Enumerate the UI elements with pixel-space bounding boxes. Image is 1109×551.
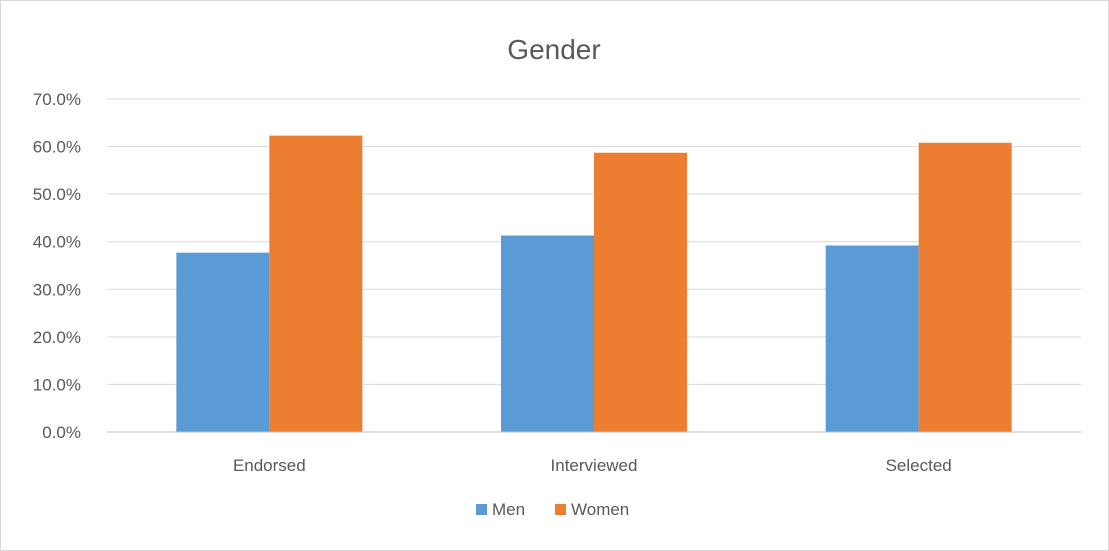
bar-women-interviewed <box>594 152 687 432</box>
bar-women-endorsed <box>269 135 363 432</box>
y-tick-label: 10.0% <box>33 375 81 394</box>
legend-label-women: Women <box>571 500 629 519</box>
bar-women-selected <box>918 142 1012 432</box>
legend-swatch-women <box>555 504 566 515</box>
y-axis-tick-labels: 0.0% 10.0% 20.0% 30.0% 40.0% 50.0% 60.0% 70.0% <box>33 90 81 442</box>
legend: Men Women <box>476 500 629 519</box>
bars <box>176 135 1012 432</box>
chart-title: Gender <box>507 34 600 65</box>
x-axis-category-labels: Endorsed Interviewed Selected <box>233 456 952 475</box>
y-tick-label: 50.0% <box>33 185 81 204</box>
bar-men-interviewed <box>501 235 594 432</box>
y-tick-label: 20.0% <box>33 328 81 347</box>
y-tick-label: 0.0% <box>42 423 81 442</box>
bar-men-selected <box>825 245 919 432</box>
x-category-label: Endorsed <box>233 456 306 475</box>
legend-label-men: Men <box>492 500 525 519</box>
y-tick-label: 40.0% <box>33 233 81 252</box>
bar-men-endorsed <box>176 252 270 432</box>
y-tick-label: 30.0% <box>33 280 81 299</box>
y-tick-label: 60.0% <box>33 138 81 157</box>
x-category-label: Selected <box>886 456 952 475</box>
legend-swatch-men <box>476 504 487 515</box>
x-category-label: Interviewed <box>551 456 638 475</box>
y-tick-label: 70.0% <box>33 90 81 109</box>
